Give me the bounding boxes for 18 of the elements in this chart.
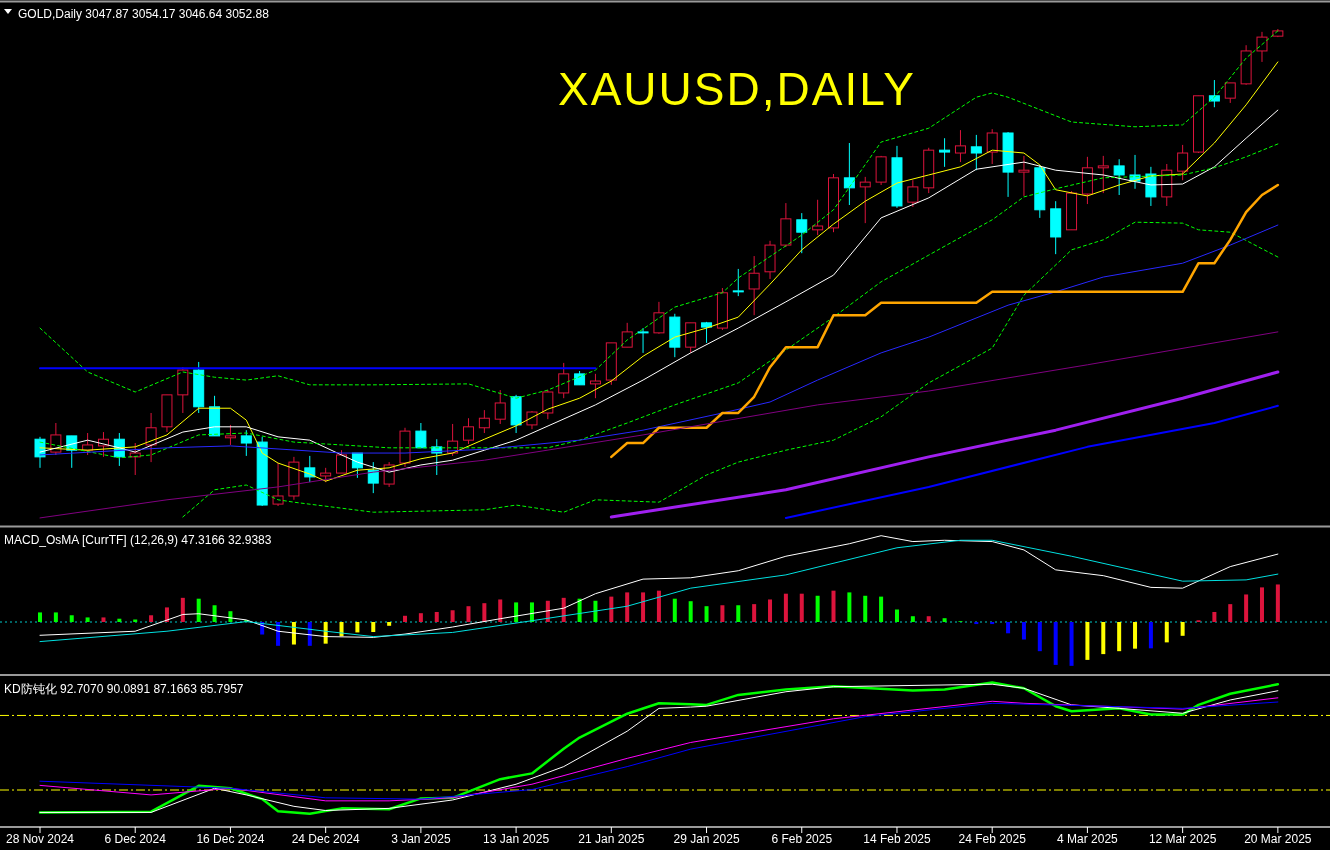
chart-title: KD防钝化 92.7070 90.0891 87.1663 85.7957 (4, 682, 244, 696)
annotation: XAUUSD,DAILY (558, 63, 917, 115)
x-tick-label: 4 Mar 2025 (1057, 832, 1119, 846)
chart-title: MACD_OsMA [CurrTF] (12,26,9) 47.3166 32.9383 (4, 533, 272, 547)
x-tick-label: 14 Feb 2025 (863, 832, 931, 846)
x-tick-label: 6 Feb 2025 (771, 832, 833, 846)
x-tick-label: 12 Mar 2025 (1148, 832, 1217, 846)
x-tick-label: 21 Jan 2025 (578, 832, 645, 846)
x-tick-label: 24 Dec 2024 (291, 832, 361, 846)
x-tick-label: 3 Jan 2025 (391, 832, 451, 846)
x-tick-label: 28 Nov 2024 (5, 832, 75, 846)
x-tick-label: 29 Jan 2025 (673, 832, 740, 846)
x-tick-label: 6 Dec 2024 (104, 832, 167, 846)
x-tick-label: 16 Dec 2024 (196, 832, 265, 846)
x-tick-label: 13 Jan 2025 (483, 832, 550, 846)
x-tick-label: 20 Mar 2025 (1244, 832, 1312, 846)
chart-title: GOLD,Daily 3047.87 3054.17 3046.64 3052.88 (18, 7, 270, 21)
x-tick-label: 24 Feb 2025 (958, 832, 1027, 846)
